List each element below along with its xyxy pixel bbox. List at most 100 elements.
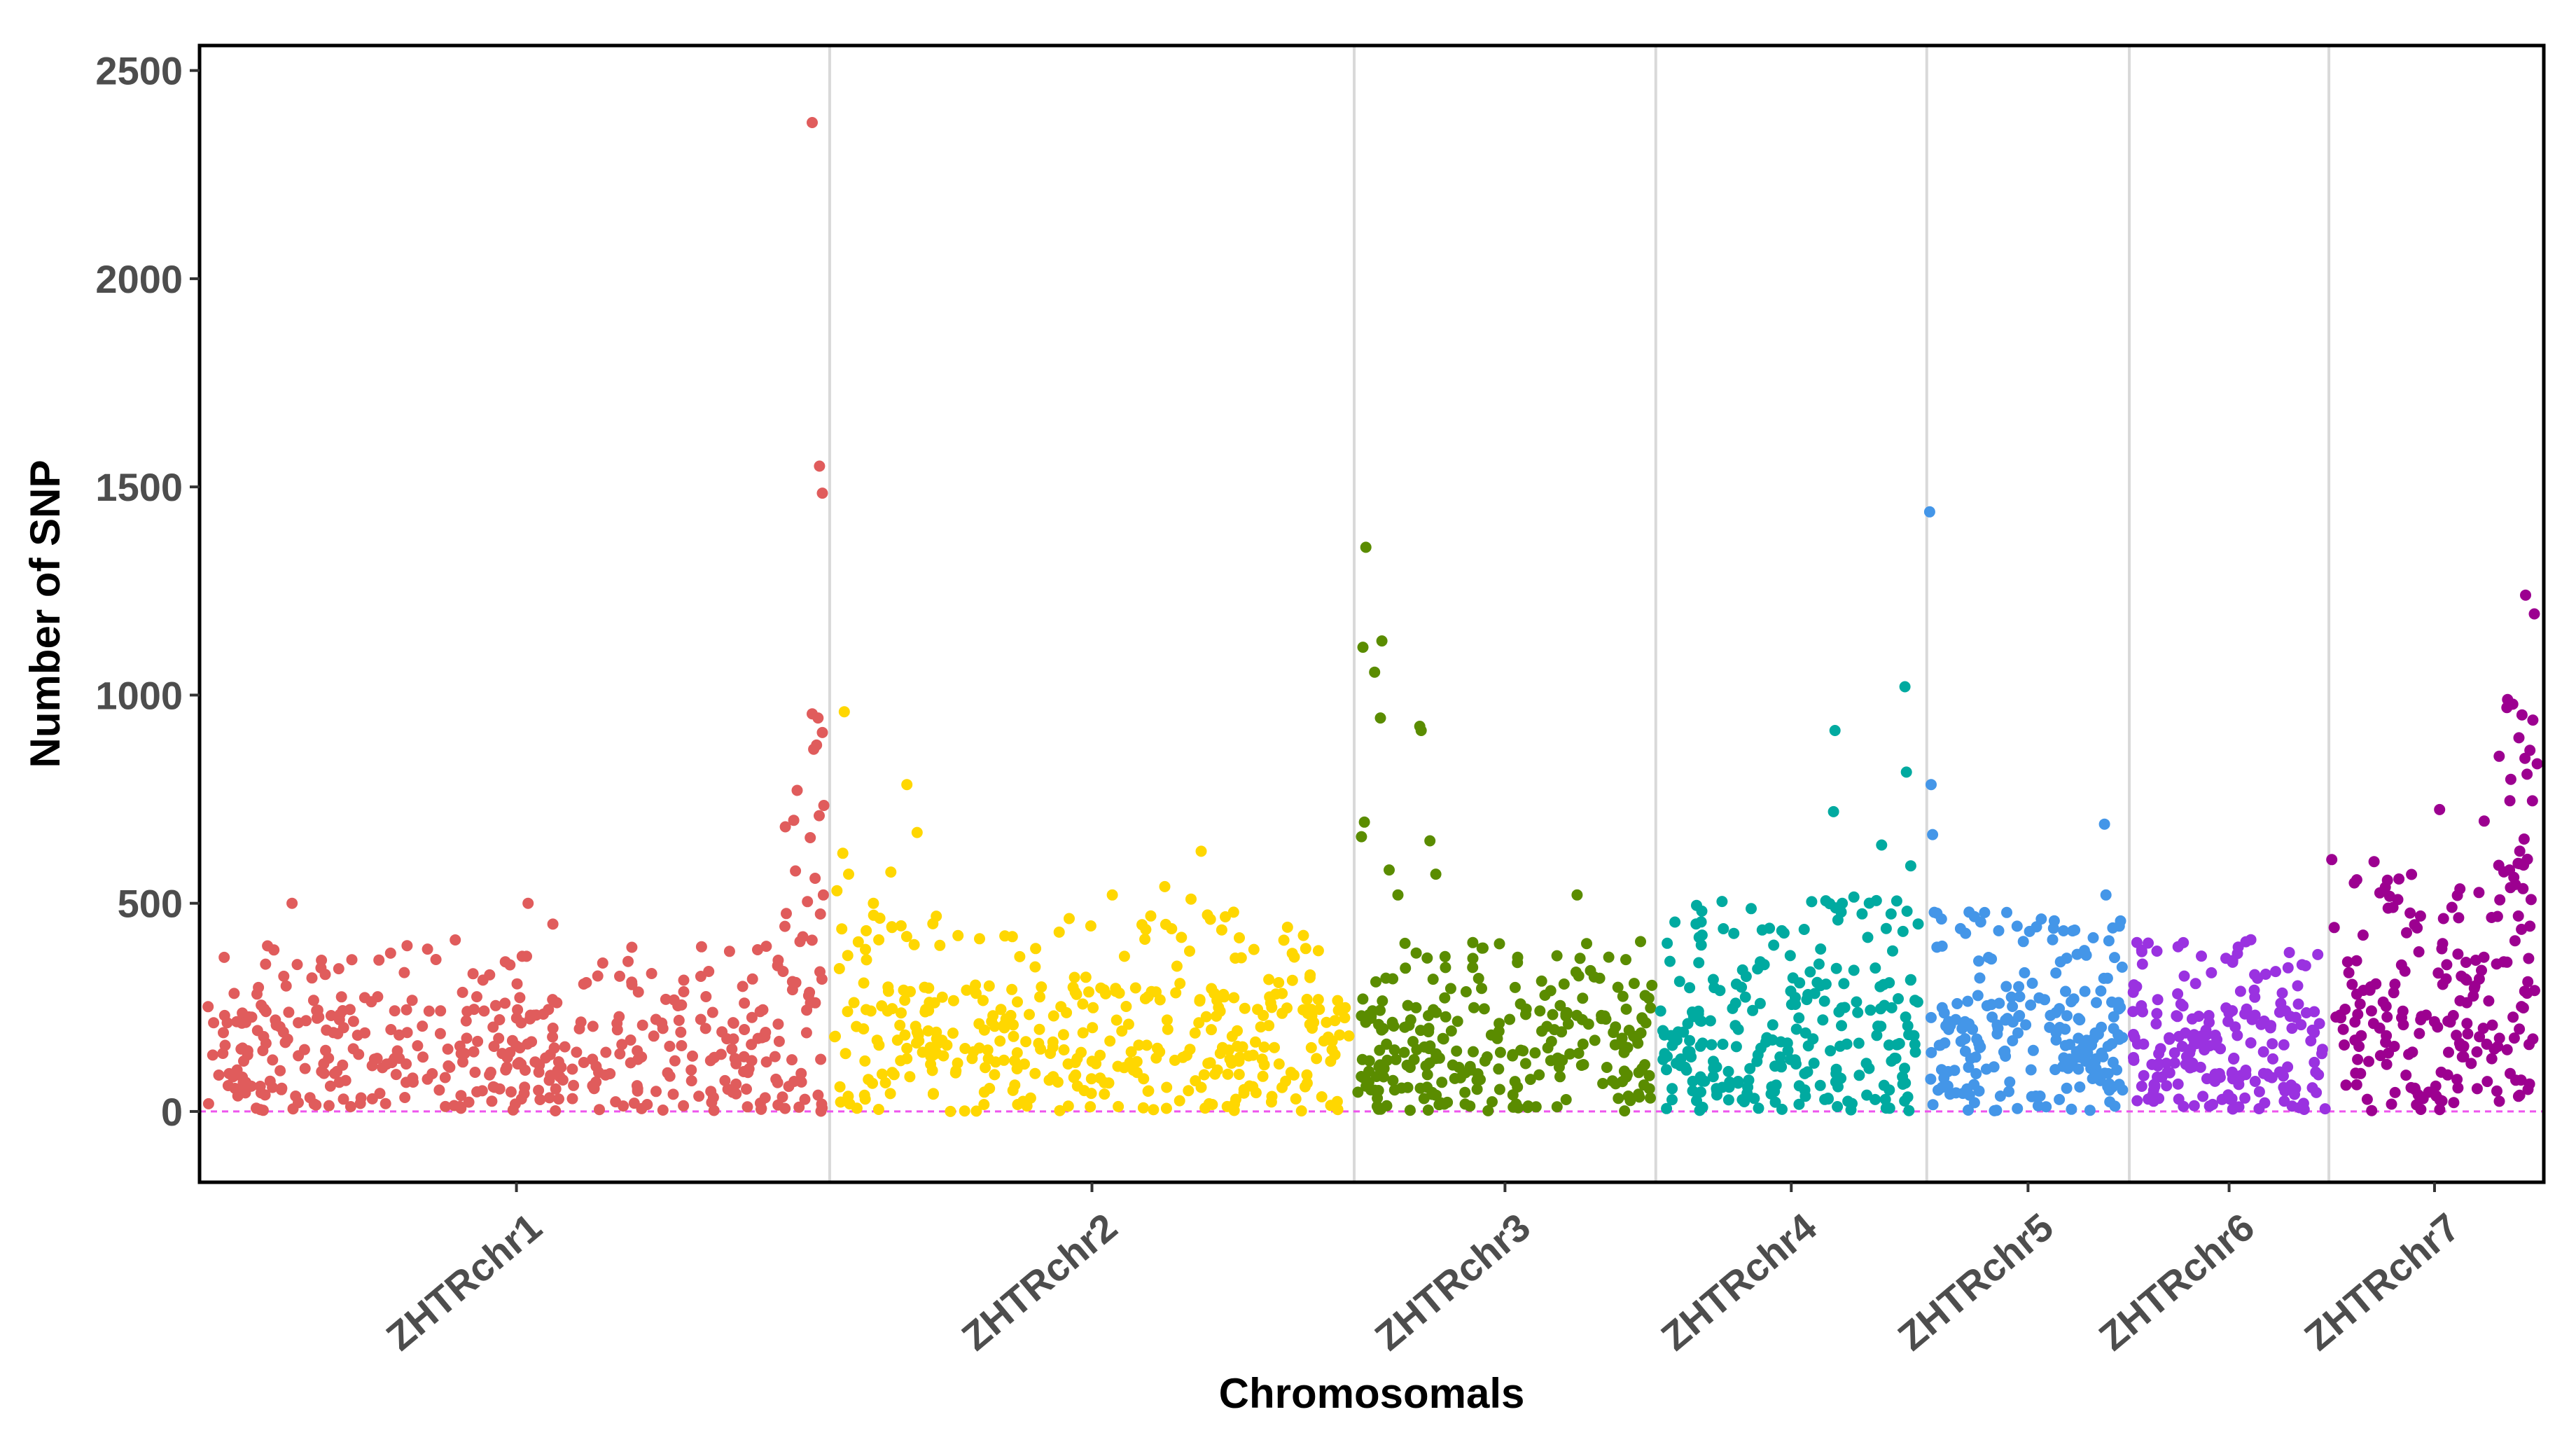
data-point	[978, 1099, 990, 1110]
data-point	[2512, 910, 2524, 922]
data-point	[1893, 993, 1904, 1004]
data-point	[1902, 1091, 1914, 1103]
data-point	[989, 1056, 1001, 1068]
data-point	[1083, 986, 1094, 998]
data-point	[323, 1100, 335, 1112]
data-point	[401, 940, 413, 952]
data-point	[2471, 1083, 2483, 1095]
data-point	[1706, 1039, 1718, 1051]
data-point	[1445, 1025, 1457, 1037]
data-point	[2073, 1063, 2084, 1075]
data-point	[1387, 973, 1399, 985]
data-point	[1162, 1023, 1174, 1035]
data-point	[1365, 1084, 1377, 1096]
data-point-outlier	[1691, 899, 1702, 911]
data-point	[1599, 1010, 1610, 1022]
data-point	[2493, 1095, 2505, 1107]
data-point	[1332, 1004, 1344, 1016]
data-point	[730, 1078, 742, 1090]
data-point	[2516, 1001, 2528, 1013]
data-point	[2436, 943, 2448, 955]
data-point	[512, 1004, 524, 1016]
data-point	[2234, 985, 2246, 997]
data-point	[1033, 1023, 1045, 1035]
data-point	[1288, 951, 1300, 963]
data-point	[2000, 981, 2012, 992]
data-point	[1872, 1020, 1884, 1032]
data-point	[290, 1091, 302, 1102]
data-point	[1116, 1025, 1128, 1037]
data-point	[1325, 1055, 1337, 1067]
data-point	[2367, 1018, 2379, 1030]
data-point	[899, 995, 911, 1006]
data-point	[1193, 1017, 1205, 1029]
data-point	[1312, 945, 1324, 957]
data-point	[1414, 1082, 1426, 1094]
data-point	[1238, 1084, 1250, 1095]
data-point	[2081, 1034, 2093, 1046]
data-point	[882, 981, 894, 993]
data-point-outlier	[2524, 920, 2536, 932]
data-point	[1891, 1039, 1902, 1051]
data-point	[917, 1046, 928, 1058]
data-point-outlier	[885, 866, 897, 878]
data-point	[1177, 1051, 1189, 1063]
data-point	[2156, 1071, 2168, 1083]
data-point	[550, 1083, 562, 1095]
data-point	[1793, 1080, 1805, 1092]
data-point	[1304, 969, 1316, 981]
data-point	[2209, 1075, 2221, 1087]
data-point	[1643, 1069, 1655, 1081]
data-point	[1551, 1101, 1563, 1113]
data-point	[2172, 1078, 2184, 1090]
data-point	[1790, 1023, 1802, 1035]
data-point	[2452, 948, 2464, 960]
data-point	[2351, 1079, 2362, 1091]
data-point	[500, 1064, 512, 1076]
data-point	[625, 1057, 636, 1069]
data-point-outlier	[1900, 766, 1912, 778]
data-point	[1467, 953, 1479, 964]
y-axis: 0 500 1000 1500 2000 2500	[95, 49, 200, 1134]
data-point	[2024, 925, 2035, 937]
data-point	[389, 1005, 401, 1017]
data-point	[1861, 1089, 1873, 1101]
data-point	[2421, 1009, 2432, 1021]
data-point	[1216, 924, 1227, 936]
data-point	[936, 991, 948, 1003]
data-point	[1880, 922, 1892, 934]
data-point	[1801, 994, 1813, 1006]
data-point	[1189, 1027, 1201, 1039]
data-point	[1693, 932, 1705, 943]
data-point	[1718, 923, 1729, 934]
data-point	[2278, 1070, 2289, 1082]
data-point	[1258, 1041, 1270, 1053]
data-point	[511, 978, 523, 990]
data-point	[2505, 773, 2516, 785]
data-point	[952, 929, 964, 941]
data-point	[543, 1074, 555, 1086]
data-point	[253, 981, 265, 993]
data-point	[1080, 971, 1092, 983]
data-point	[2523, 953, 2535, 964]
data-point	[1078, 1085, 1090, 1097]
data-point	[742, 1101, 753, 1113]
data-point	[2381, 1030, 2393, 1041]
data-point	[2099, 1067, 2110, 1079]
data-point	[2168, 1057, 2180, 1069]
data-point	[1475, 1074, 1486, 1086]
data-point	[319, 969, 331, 981]
data-point	[1494, 1018, 1505, 1030]
data-point	[1209, 1068, 1221, 1080]
data-point-outlier	[818, 800, 830, 811]
data-point	[439, 1072, 451, 1084]
data-point	[872, 1104, 884, 1115]
data-point	[1865, 1004, 1877, 1016]
data-point	[685, 1075, 697, 1087]
data-point	[741, 1084, 752, 1095]
data-point	[1036, 981, 1047, 993]
data-point	[2452, 1082, 2464, 1094]
data-point	[1493, 1025, 1505, 1037]
data-point	[1695, 916, 1707, 928]
data-point	[377, 1062, 389, 1074]
